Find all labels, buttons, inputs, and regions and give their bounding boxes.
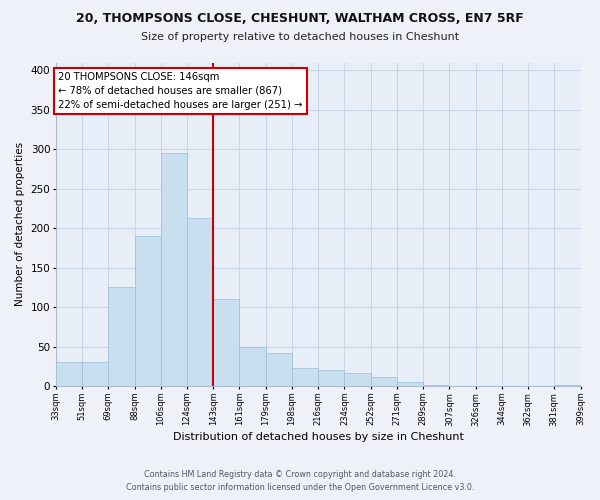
Bar: [292, 368, 318, 386]
Y-axis label: Number of detached properties: Number of detached properties: [15, 142, 25, 306]
Bar: [397, 382, 423, 386]
X-axis label: Distribution of detached houses by size in Cheshunt: Distribution of detached houses by size …: [173, 432, 464, 442]
Bar: [266, 353, 292, 386]
Bar: [554, 384, 581, 386]
Bar: [239, 346, 266, 386]
Bar: [213, 300, 239, 386]
Bar: [161, 154, 187, 386]
Text: 20, THOMPSONS CLOSE, CHESHUNT, WALTHAM CROSS, EN7 5RF: 20, THOMPSONS CLOSE, CHESHUNT, WALTHAM C…: [76, 12, 524, 26]
Bar: [134, 236, 161, 386]
Bar: [371, 376, 397, 386]
Bar: [109, 288, 134, 386]
Text: Size of property relative to detached houses in Cheshunt: Size of property relative to detached ho…: [141, 32, 459, 42]
Text: 20 THOMPSONS CLOSE: 146sqm
← 78% of detached houses are smaller (867)
22% of sem: 20 THOMPSONS CLOSE: 146sqm ← 78% of deta…: [58, 72, 303, 110]
Bar: [187, 218, 213, 386]
Bar: [82, 362, 109, 386]
Text: Contains HM Land Registry data © Crown copyright and database right 2024.
Contai: Contains HM Land Registry data © Crown c…: [126, 470, 474, 492]
Bar: [318, 370, 344, 386]
Bar: [344, 374, 371, 386]
Bar: [56, 362, 82, 386]
